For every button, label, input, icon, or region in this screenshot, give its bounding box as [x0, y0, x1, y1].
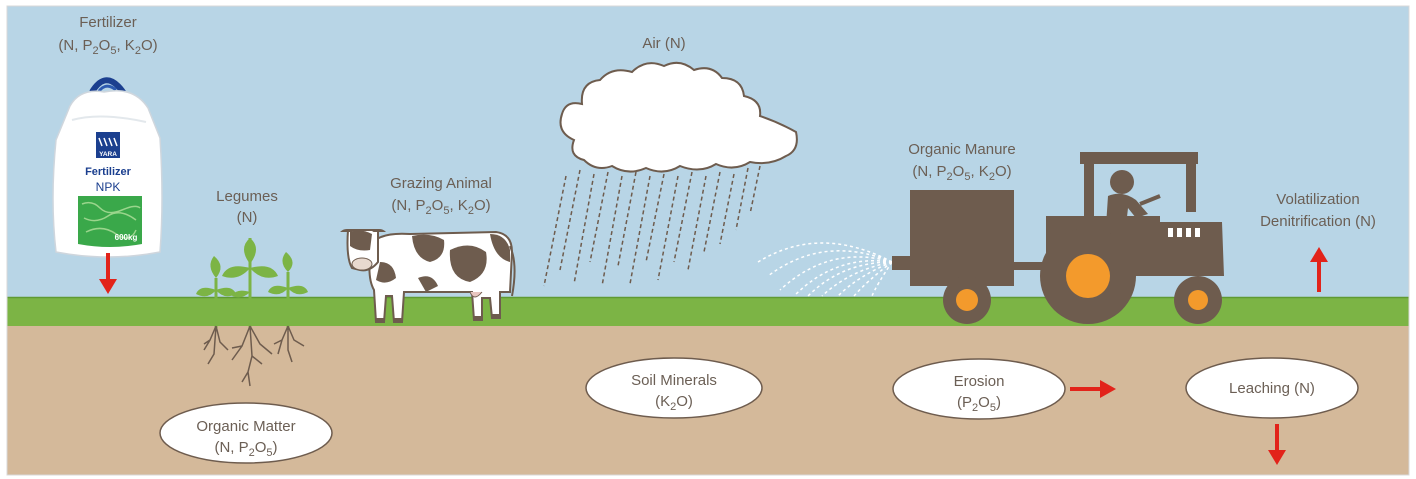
organic-manure-label: Organic Manure (N, P2O5, K2O) — [908, 141, 1016, 183]
grazing-animal-formula: (N, P2O5, K2O) — [391, 197, 490, 217]
organic-matter-formula: (N, P2O5) — [214, 439, 277, 459]
organic-matter-ellipse: Organic Matter (N, P2O5) — [159, 402, 333, 464]
erosion-name: Erosion — [954, 373, 1005, 390]
organic-matter-name: Organic Matter — [196, 418, 295, 435]
volatilization-line2: Denitrification (N) — [1260, 213, 1376, 230]
grazing-animal-label: Grazing Animal (N, P2O5, K2O) — [390, 175, 492, 217]
fertilizer-bag-icon: YARA Fertilizer NPK 600kg — [52, 77, 163, 258]
soil-minerals-formula: (K2O) — [655, 393, 693, 413]
volatilization-label: Volatilization Denitrification (N) — [1260, 191, 1376, 230]
bag-product: Fertilizer — [85, 166, 132, 178]
fertilizer-formula: (N, P2O5, K2O) — [58, 37, 157, 57]
leaching-name: Leaching (N) — [1229, 380, 1315, 397]
erosion-formula: (P2O5) — [957, 394, 1001, 414]
leaching-ellipse: Leaching (N) — [1185, 357, 1359, 419]
legumes-label: Legumes (N) — [216, 188, 278, 226]
legumes-name: Legumes — [216, 188, 278, 205]
grazing-animal-name: Grazing Animal — [390, 175, 492, 192]
rain-cloud-icon — [543, 61, 798, 287]
air-label: Air (N) — [642, 35, 685, 52]
frame — [6, 5, 1410, 476]
legume-plant-icon — [196, 238, 308, 387]
volatilization-line1: Volatilization — [1276, 191, 1359, 208]
legumes-formula: (N) — [237, 209, 258, 226]
organic-manure-formula: (N, P2O5, K2O) — [912, 163, 1011, 183]
manure-spreader-icon — [892, 190, 1050, 324]
erosion-right-arrow-icon — [1070, 380, 1116, 398]
bag-weight: 600kg — [115, 233, 138, 242]
fertilizer-down-arrow-icon — [99, 253, 117, 294]
tractor-icon — [1040, 152, 1224, 324]
leaching-down-arrow-icon — [1268, 424, 1286, 465]
bag-grade: NPK — [96, 180, 121, 194]
soil-minerals-name: Soil Minerals — [631, 372, 717, 389]
bag-brand: YARA — [99, 151, 117, 158]
erosion-ellipse: Erosion (P2O5) — [892, 358, 1066, 420]
organic-manure-name: Organic Manure — [908, 141, 1016, 158]
soil-minerals-ellipse: Soil Minerals (K2O) — [585, 357, 763, 419]
fertilizer-name: Fertilizer — [79, 14, 137, 31]
cow-icon — [340, 229, 516, 323]
manure-spray-icon — [757, 242, 893, 297]
fertilizer-label: Fertilizer (N, P2O5, K2O) — [58, 14, 157, 57]
volatilization-up-arrow-icon — [1310, 247, 1328, 292]
